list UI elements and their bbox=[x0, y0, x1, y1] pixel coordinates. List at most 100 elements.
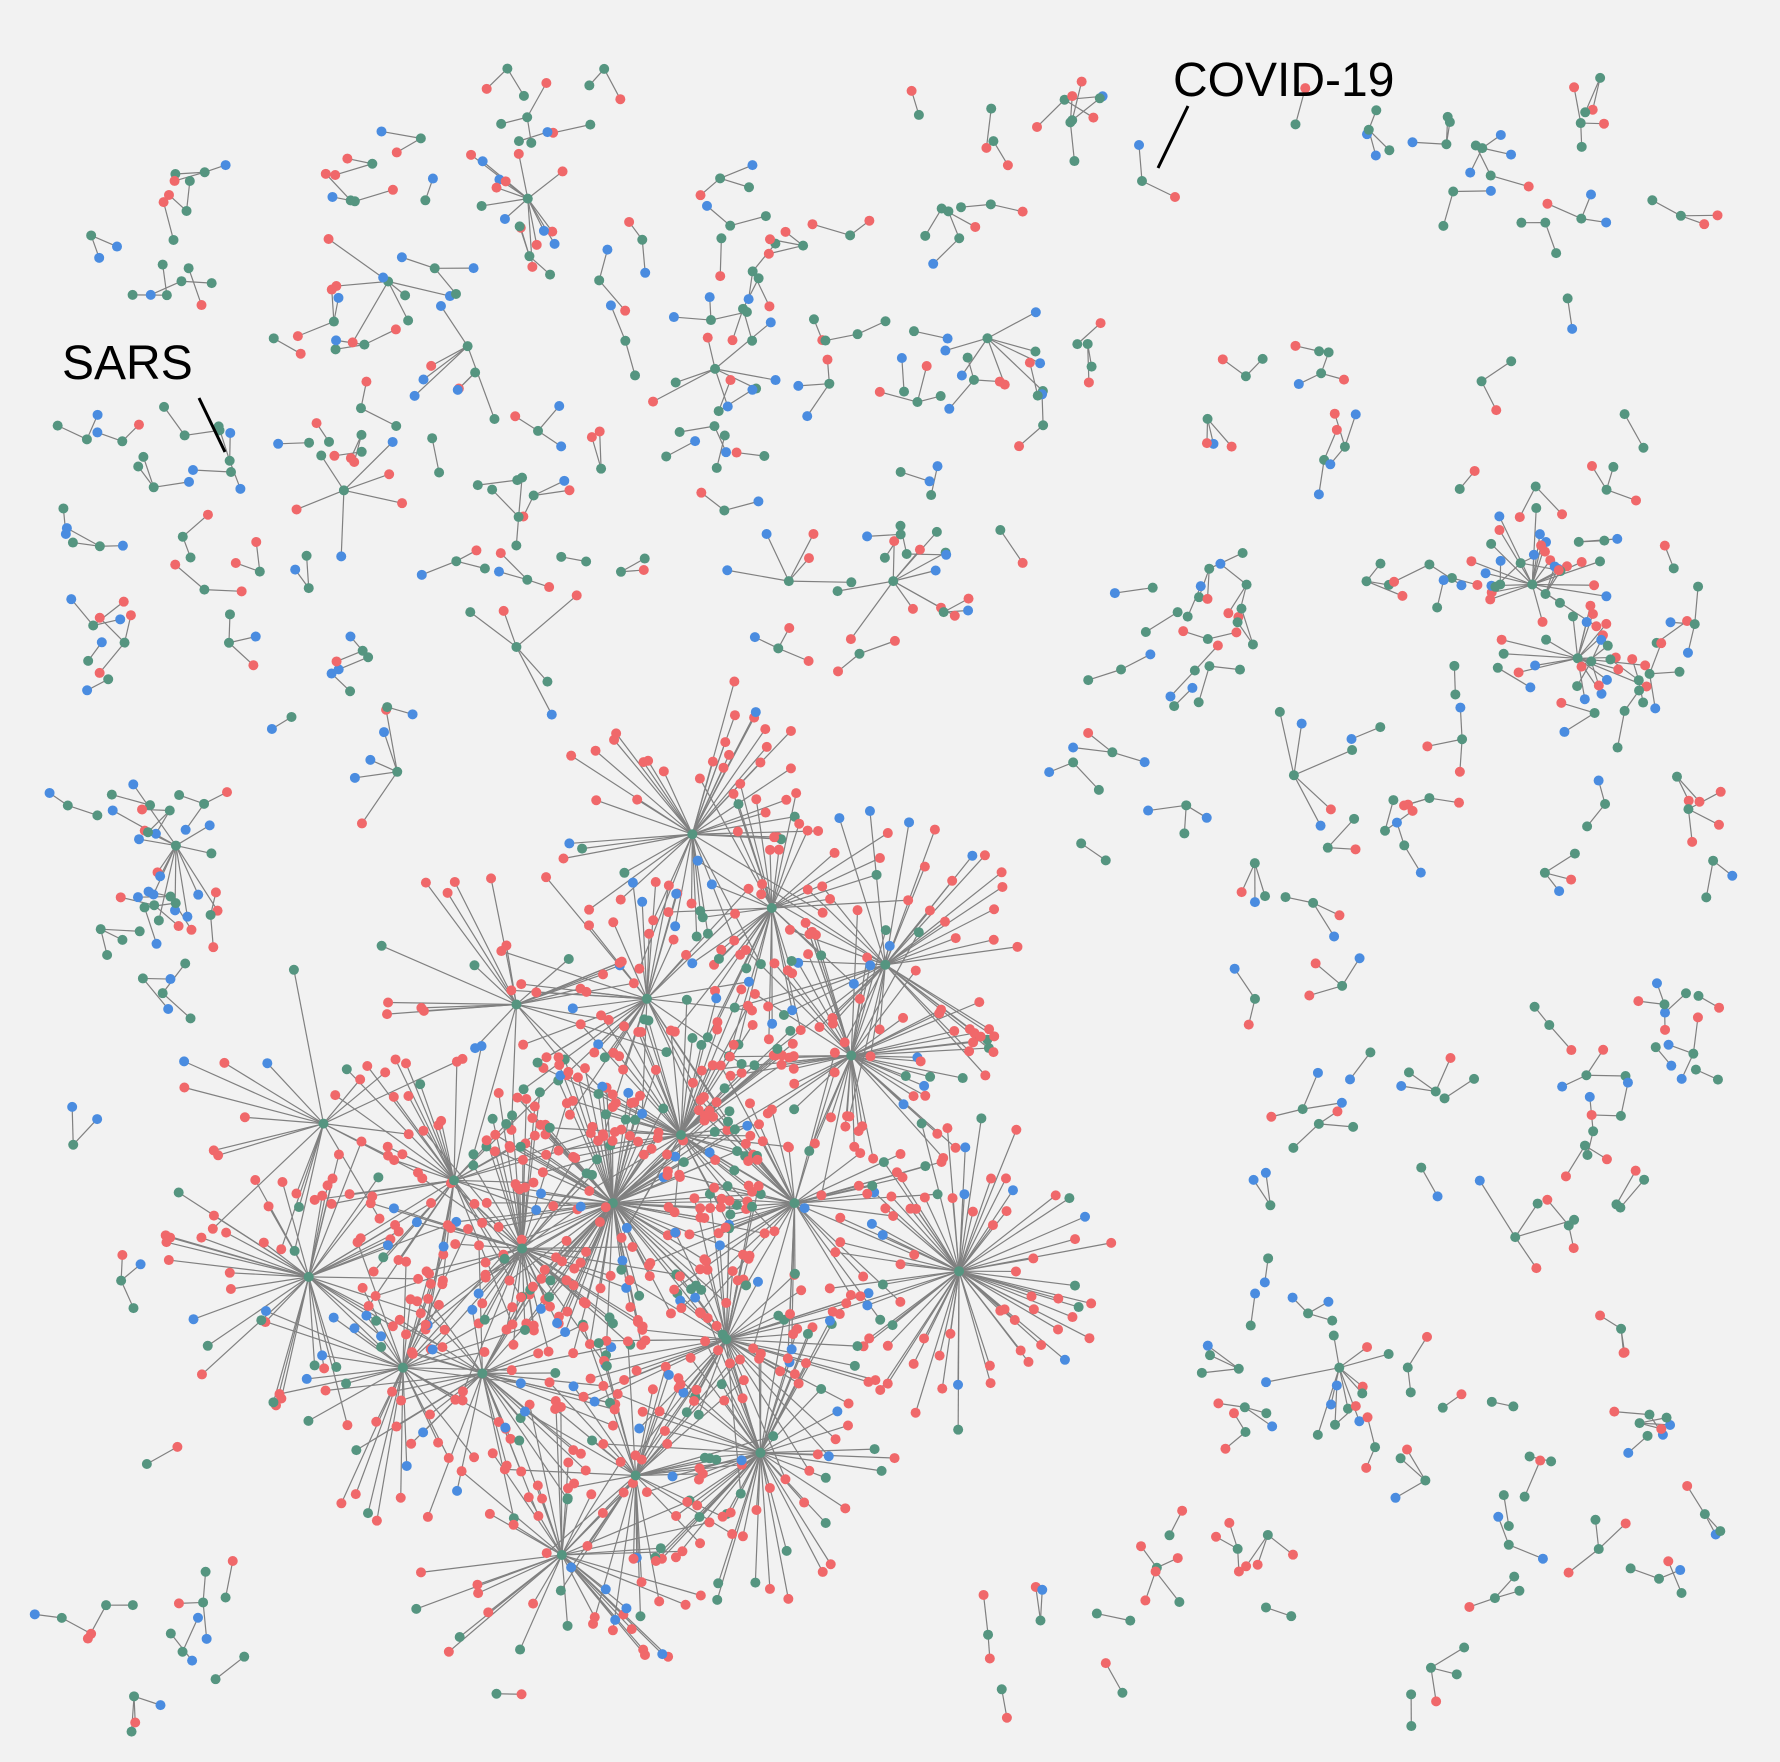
node[interactable] bbox=[640, 267, 651, 278]
node[interactable] bbox=[62, 800, 73, 811]
node[interactable] bbox=[553, 1145, 564, 1156]
node[interactable] bbox=[862, 1188, 873, 1199]
node[interactable] bbox=[477, 156, 488, 167]
node[interactable] bbox=[735, 1488, 746, 1499]
node[interactable] bbox=[163, 1004, 174, 1015]
node[interactable] bbox=[542, 676, 553, 687]
node[interactable] bbox=[254, 566, 265, 577]
node[interactable] bbox=[835, 1212, 846, 1223]
node[interactable] bbox=[420, 1319, 431, 1330]
node[interactable] bbox=[1683, 804, 1694, 815]
node[interactable] bbox=[832, 1406, 843, 1417]
node[interactable] bbox=[182, 911, 193, 922]
node[interactable] bbox=[1586, 461, 1597, 472]
node[interactable] bbox=[689, 1396, 700, 1407]
node[interactable] bbox=[438, 1249, 449, 1260]
node[interactable] bbox=[710, 363, 721, 374]
node[interactable] bbox=[760, 211, 771, 222]
node[interactable] bbox=[1322, 842, 1333, 853]
node[interactable] bbox=[491, 1688, 502, 1699]
node[interactable] bbox=[480, 1257, 491, 1268]
node[interactable] bbox=[593, 1088, 604, 1099]
node[interactable] bbox=[638, 1149, 649, 1160]
node[interactable] bbox=[1660, 1024, 1671, 1035]
node[interactable] bbox=[487, 1113, 498, 1124]
node[interactable] bbox=[571, 590, 582, 601]
node[interactable] bbox=[545, 1275, 556, 1286]
node[interactable] bbox=[907, 603, 918, 614]
node[interactable] bbox=[479, 1346, 490, 1357]
node[interactable] bbox=[1308, 897, 1319, 908]
node[interactable] bbox=[692, 1500, 703, 1511]
node[interactable] bbox=[1630, 1165, 1641, 1176]
node[interactable] bbox=[213, 421, 224, 432]
node[interactable] bbox=[67, 1101, 78, 1112]
node[interactable] bbox=[290, 564, 301, 575]
node[interactable] bbox=[1524, 1451, 1535, 1462]
node[interactable] bbox=[724, 1106, 735, 1117]
node[interactable] bbox=[636, 1454, 647, 1465]
node[interactable] bbox=[333, 292, 344, 303]
node[interactable] bbox=[1712, 210, 1723, 221]
node[interactable] bbox=[647, 1384, 658, 1395]
node[interactable] bbox=[581, 1168, 592, 1179]
node[interactable] bbox=[674, 426, 685, 437]
node[interactable] bbox=[499, 213, 510, 224]
node[interactable] bbox=[590, 745, 601, 756]
node[interactable] bbox=[1572, 653, 1583, 664]
node[interactable] bbox=[371, 1515, 382, 1526]
node[interactable] bbox=[474, 1240, 485, 1251]
node[interactable] bbox=[829, 1047, 840, 1058]
node[interactable] bbox=[170, 559, 181, 570]
node[interactable] bbox=[658, 1103, 669, 1114]
node[interactable] bbox=[937, 1383, 948, 1394]
node[interactable] bbox=[919, 1192, 930, 1203]
node[interactable] bbox=[500, 1422, 511, 1433]
node[interactable] bbox=[1193, 697, 1204, 708]
node[interactable] bbox=[878, 1157, 889, 1168]
node[interactable] bbox=[208, 1210, 219, 1221]
node[interactable] bbox=[599, 63, 610, 74]
node[interactable] bbox=[1569, 848, 1580, 859]
node[interactable] bbox=[1026, 1291, 1037, 1302]
node[interactable] bbox=[125, 610, 136, 621]
node[interactable] bbox=[932, 461, 943, 472]
node[interactable] bbox=[406, 1438, 417, 1449]
node[interactable] bbox=[126, 1726, 137, 1737]
node[interactable] bbox=[686, 898, 697, 909]
node[interactable] bbox=[600, 1109, 611, 1120]
node[interactable] bbox=[1201, 812, 1212, 823]
node[interactable] bbox=[437, 1342, 448, 1353]
node[interactable] bbox=[1349, 813, 1360, 824]
node[interactable] bbox=[1727, 870, 1738, 881]
node[interactable] bbox=[1542, 1194, 1553, 1205]
node[interactable] bbox=[496, 946, 507, 957]
node[interactable] bbox=[722, 401, 733, 412]
node[interactable] bbox=[316, 450, 327, 461]
node[interactable] bbox=[789, 1198, 800, 1209]
node[interactable] bbox=[882, 828, 893, 839]
node[interactable] bbox=[561, 1275, 572, 1286]
node[interactable] bbox=[507, 1319, 518, 1330]
node[interactable] bbox=[514, 1435, 525, 1446]
node[interactable] bbox=[566, 750, 577, 761]
node[interactable] bbox=[387, 1321, 398, 1332]
node[interactable] bbox=[765, 844, 776, 855]
node[interactable] bbox=[127, 1600, 138, 1611]
node[interactable] bbox=[620, 335, 631, 346]
node[interactable] bbox=[783, 1593, 794, 1604]
node[interactable] bbox=[450, 288, 461, 299]
node[interactable] bbox=[1136, 1541, 1147, 1552]
node[interactable] bbox=[1204, 1350, 1215, 1361]
node[interactable] bbox=[393, 1255, 404, 1266]
node[interactable] bbox=[1370, 150, 1381, 161]
node[interactable] bbox=[652, 1133, 663, 1144]
node[interactable] bbox=[729, 676, 740, 687]
node[interactable] bbox=[342, 1420, 353, 1431]
node[interactable] bbox=[660, 1361, 671, 1372]
node[interactable] bbox=[1620, 1518, 1631, 1529]
node[interactable] bbox=[1362, 1412, 1373, 1423]
node[interactable] bbox=[802, 884, 813, 895]
node[interactable] bbox=[795, 1025, 806, 1036]
node[interactable] bbox=[376, 126, 387, 137]
